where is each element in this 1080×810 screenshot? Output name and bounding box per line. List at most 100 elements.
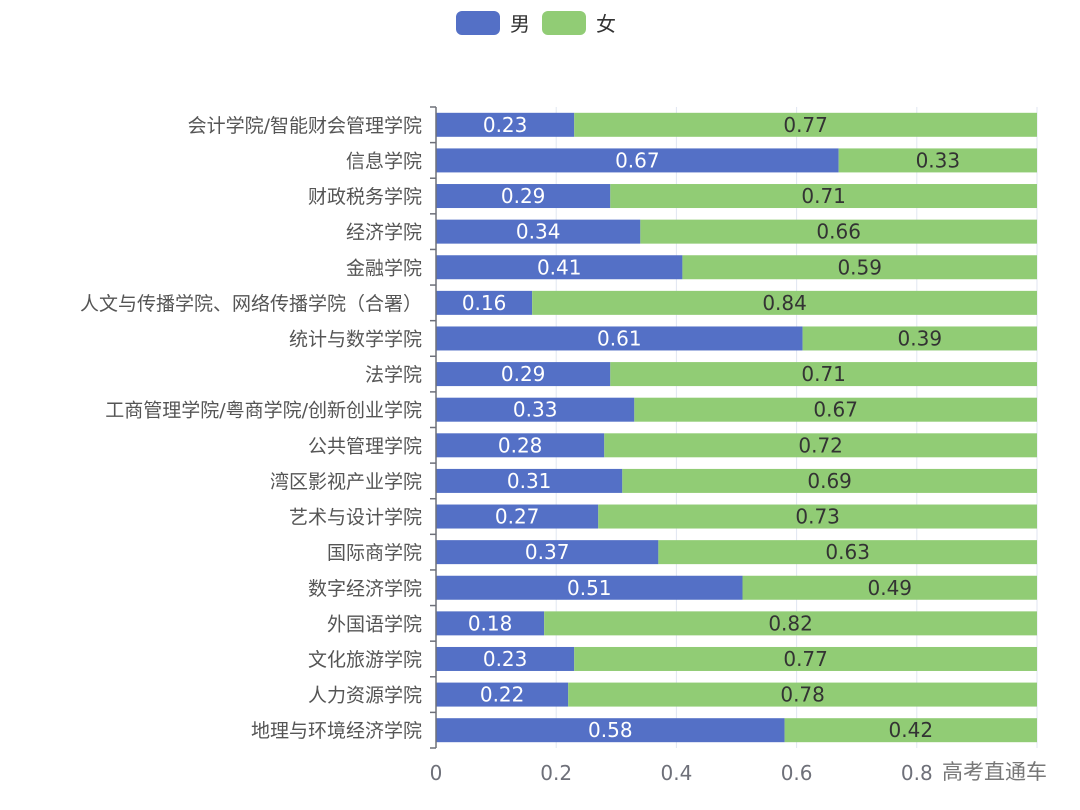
data-label: 0.29 [501, 362, 546, 386]
category-label: 人文与传播学院、网络传播学院（合署） [80, 293, 422, 315]
bar-female [658, 540, 1037, 565]
category-label: 法学院 [365, 364, 422, 386]
data-label: 0.31 [507, 469, 552, 493]
data-label: 0.33 [513, 398, 558, 422]
bar-male [436, 148, 839, 173]
data-label: 0.29 [501, 184, 546, 208]
category-label: 金融学院 [346, 257, 422, 279]
data-label: 0.23 [483, 647, 528, 671]
category-label: 人力资源学院 [308, 685, 422, 707]
category-label: 地理与环境经济学院 [251, 720, 422, 742]
bar-female [838, 148, 1037, 173]
bar-male [436, 718, 785, 743]
category-label: 艺术与设计学院 [289, 507, 422, 529]
bar-female [742, 575, 1037, 600]
category-label: 外国语学院 [327, 613, 422, 635]
data-label: 0.27 [495, 505, 540, 529]
data-label: 0.73 [795, 505, 840, 529]
data-label: 0.69 [807, 469, 852, 493]
category-label: 财政税务学院 [308, 186, 422, 208]
category-label: 湾区影视产业学院 [270, 471, 422, 493]
data-label: 0.49 [867, 576, 912, 600]
bar-male [436, 326, 803, 351]
data-label: 0.67 [813, 398, 858, 422]
legend-label-male: 男 [510, 12, 530, 36]
data-label: 0.58 [588, 718, 633, 742]
data-label: 0.28 [498, 433, 543, 457]
bar-male [436, 219, 641, 244]
bar-male [436, 540, 659, 565]
category-label: 数字经济学院 [308, 578, 422, 600]
data-label: 0.66 [816, 220, 861, 244]
x-tick-label: 0.6 [781, 761, 813, 785]
data-label: 0.77 [783, 113, 828, 137]
bar-male [436, 362, 611, 387]
data-label: 0.84 [762, 291, 807, 315]
bar-female [604, 433, 1037, 458]
bar-female [622, 468, 1037, 493]
data-label: 0.71 [801, 362, 846, 386]
bar-female [532, 290, 1037, 315]
bar-male [436, 184, 611, 209]
legend-label-female: 女 [596, 12, 616, 36]
category-label: 国际商学院 [327, 542, 422, 564]
bar-female [640, 219, 1037, 244]
bar-female [574, 112, 1037, 137]
category-label: 信息学院 [346, 150, 422, 172]
data-label: 0.61 [597, 326, 642, 350]
data-label: 0.37 [525, 540, 570, 564]
category-label: 统计与数学学院 [289, 328, 422, 350]
data-label: 0.33 [916, 148, 961, 172]
bar-female [610, 184, 1037, 209]
bar-female [802, 326, 1037, 351]
data-label: 0.59 [837, 255, 882, 279]
category-label: 工商管理学院/粤商学院/创新创业学院 [105, 400, 422, 422]
category-label: 文化旅游学院 [308, 649, 422, 671]
legend-item-male[interactable]: 男 [456, 8, 530, 37]
x-tick-label: 0.4 [660, 761, 692, 785]
x-tick-label: 0.2 [540, 761, 572, 785]
data-label: 0.51 [567, 576, 612, 600]
bar-female [598, 504, 1037, 529]
data-label: 0.77 [783, 647, 828, 671]
legend-item-female[interactable]: 女 [542, 8, 616, 37]
data-label: 0.82 [768, 611, 813, 635]
category-label: 公共管理学院 [308, 435, 422, 457]
bar-male [436, 255, 683, 280]
legend: 男 女 [456, 8, 628, 37]
watermark: 高考直通车 [942, 760, 1047, 784]
bar-female [574, 646, 1037, 671]
bar-male [436, 504, 599, 529]
bar-female [784, 718, 1037, 743]
category-label: 会计学院/智能财会管理学院 [188, 115, 422, 137]
bar-male [436, 575, 743, 600]
x-tick-label: 0 [430, 761, 443, 785]
x-tick-label: 0.8 [901, 761, 933, 785]
bar-female [634, 397, 1037, 422]
data-label: 0.67 [615, 148, 660, 172]
legend-swatch-female [542, 10, 586, 35]
data-label: 0.18 [468, 611, 513, 635]
data-label: 0.78 [780, 683, 825, 707]
bar-male [436, 646, 575, 671]
category-label: 经济学院 [346, 222, 422, 244]
bar-male [436, 468, 623, 493]
bar-male [436, 397, 635, 422]
legend-swatch-male [456, 10, 500, 35]
data-label: 0.72 [798, 433, 843, 457]
data-label: 0.71 [801, 184, 846, 208]
data-label: 0.23 [483, 113, 528, 137]
bar-male [436, 611, 545, 636]
data-label: 0.63 [825, 540, 870, 564]
data-label: 0.16 [462, 291, 507, 315]
data-label: 0.42 [889, 718, 934, 742]
data-label: 0.41 [537, 255, 582, 279]
data-label: 0.34 [516, 220, 561, 244]
bar-male [436, 290, 533, 315]
bar-female [544, 611, 1037, 636]
bar-male [436, 433, 605, 458]
bar-female [682, 255, 1037, 280]
bar-male [436, 682, 569, 707]
data-label: 0.39 [898, 326, 943, 350]
